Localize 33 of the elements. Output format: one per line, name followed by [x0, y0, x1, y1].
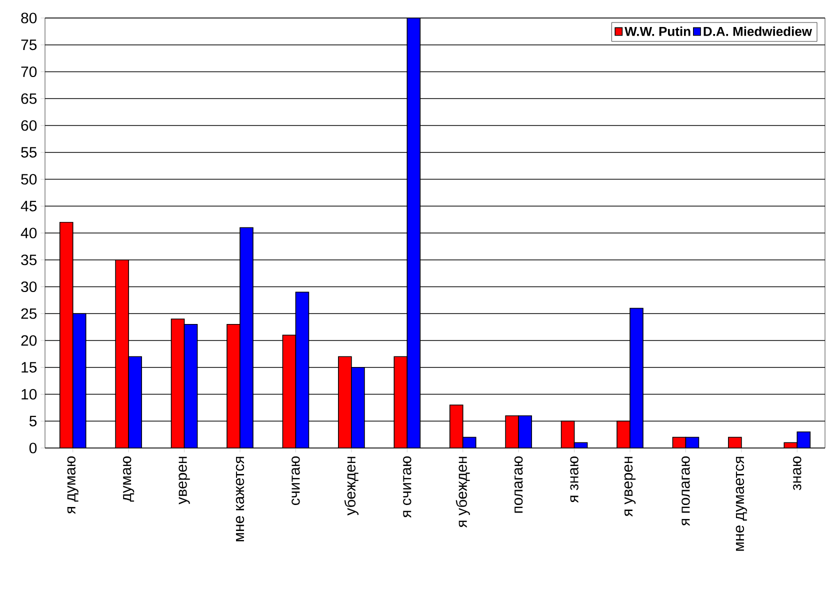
y-tick-label: 75 [21, 40, 37, 50]
x-tick-label: я думаю [67, 456, 78, 514]
x-tick-label: полагаю [514, 456, 523, 513]
x-tick-label: мне думается [736, 456, 748, 551]
y-tick-label: 15 [22, 362, 37, 373]
x-tick-label: я уверен [624, 456, 636, 517]
x-tick-label: я убежден [456, 456, 470, 528]
y-tick-label: 40 [20, 228, 37, 238]
y-tick-label: 20 [21, 335, 37, 346]
y-tick-label: 65 [21, 93, 37, 104]
x-tick-label: думаю [122, 456, 134, 502]
y-tick-label: 25 [21, 308, 37, 319]
x-tick-label: мне кажется [236, 456, 244, 542]
y-tick-label: 5 [29, 416, 37, 426]
x-tick-label: убежден [344, 456, 358, 516]
y-tick-label: 60 [21, 120, 37, 131]
x-tick-label: знаю [793, 456, 802, 490]
legend-label: W.W. Putin [624, 26, 690, 36]
legend-label: D.A. Miedwiediew [704, 26, 812, 36]
x-tick-label: я полагаю [682, 456, 690, 526]
y-tick-label: 10 [22, 388, 37, 400]
y-tick-label: 30 [21, 281, 37, 292]
y-tick-label: 70 [21, 66, 37, 78]
y-tick-label: 35 [21, 254, 37, 266]
y-tick-label: 0 [29, 442, 37, 454]
y-tick-label: 45 [20, 200, 37, 212]
y-tick-label: 50 [21, 174, 37, 185]
x-tick-label: уверен [178, 456, 190, 504]
y-tick-label: 80 [21, 12, 37, 24]
x-tick-label: я считаю [403, 456, 412, 518]
x-tick-label: считаю [292, 456, 300, 505]
y-tick-label: 55 [21, 147, 37, 158]
x-tick-label: я знаю [570, 456, 578, 503]
